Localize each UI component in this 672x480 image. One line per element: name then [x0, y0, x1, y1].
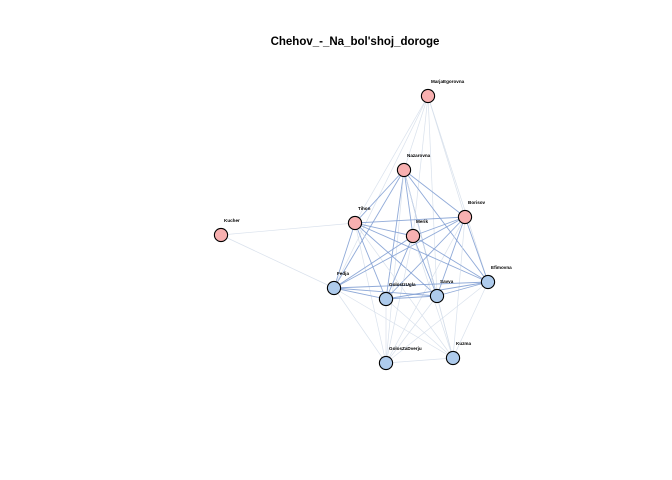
node-label-Borisov: Borisov [468, 200, 486, 205]
edges-layer [220, 95, 489, 364]
edge-Tihon-GolosZaDverju [354, 222, 387, 364]
edge-Fedja-Kuzma [333, 287, 454, 359]
node-Kuzma[interactable] [445, 350, 461, 366]
edge-GolosIzUgla-Kuzma [385, 298, 454, 359]
edge-Tihon-Kuzma [354, 222, 454, 359]
edge-Tihon-Efimovna [354, 222, 489, 283]
edge-MarjaEgorovna-Tihon [354, 95, 429, 224]
edge-Fedja-Efimovna [333, 281, 489, 289]
edge-Borisov-GolosZaDverju [385, 216, 466, 364]
edge-Nazarovna-Borisov [403, 169, 466, 218]
edge-Efimovna-GolosZaDverju [385, 281, 489, 364]
edge-Merik-Efimovna [412, 235, 489, 283]
node-Nazarovna[interactable] [396, 162, 412, 178]
edge-Borisov-Merik [412, 216, 466, 237]
node-label-Savva: Savva [440, 279, 454, 284]
node-label-MarjaEgorovna: MarjaEgorovna [431, 79, 465, 84]
node-GolosZaDverju[interactable] [378, 355, 394, 371]
edge-Borisov-Efimovna [464, 216, 489, 283]
edge-Borisov-Savva [436, 216, 466, 297]
node-GolosIzUgla[interactable] [378, 291, 394, 307]
edge-Tihon-Fedja [333, 222, 356, 289]
edge-Savva-Efimovna [436, 281, 489, 297]
node-label-Fedja: Fedja [337, 271, 349, 276]
edge-MarjaEgorovna-Savva [427, 95, 438, 297]
node-label-Tihon: Tihon [358, 206, 371, 211]
node-label-Kuzma: Kuzma [456, 341, 472, 346]
node-label-Merik: Merik [416, 219, 428, 224]
edge-Merik-GolosIzUgla [385, 235, 414, 300]
node-Kucher[interactable] [213, 227, 229, 243]
edge-Nazarovna-Tihon [354, 169, 405, 224]
edge-Nazarovna-GolosIzUgla [385, 169, 405, 300]
node-MarjaEgorovna[interactable] [420, 88, 436, 104]
edge-Tihon-Borisov [354, 216, 466, 224]
graph-title: Chehov_-_Na_bol'shoj_doroge [271, 36, 440, 48]
edge-Merik-Savva [412, 235, 438, 297]
node-Efimovna[interactable] [480, 274, 496, 290]
edge-Savva-Kuzma [436, 295, 454, 359]
labels-layer: MarjaEgorovna Nazarovna Borisov Tihon Merik K… [224, 79, 512, 351]
edge-MarjaEgorovna-Merik [412, 95, 429, 237]
edge-Savva-GolosZaDverju [385, 295, 438, 364]
node-label-Efimovna: Efimovna [491, 265, 512, 270]
node-Savva[interactable] [429, 288, 445, 304]
node-Borisov[interactable] [457, 209, 473, 225]
node-label-Nazarovna: Nazarovna [407, 153, 431, 158]
node-label-Kucher: Kucher [224, 218, 240, 223]
node-label-GolosIzUgla: GolosIzUgla [389, 282, 416, 287]
edge-Merik-GolosZaDverju [385, 235, 414, 364]
edge-Kucher-Fedja [220, 234, 335, 289]
edge-Nazarovna-GolosZaDverju [385, 169, 405, 364]
edge-Merik-Fedja [333, 235, 414, 289]
edge-GolosIzUgla-Savva [385, 295, 438, 300]
nodes-layer [213, 88, 496, 371]
node-Tihon[interactable] [347, 215, 363, 231]
edge-Borisov-Fedja [333, 216, 466, 289]
node-Merik[interactable] [405, 228, 421, 244]
edge-Borisov-Kuzma [452, 216, 466, 359]
edge-Fedja-GolosIzUgla [333, 287, 387, 300]
edge-Kucher-Tihon [220, 222, 356, 236]
edge-Efimovna-Kuzma [452, 281, 489, 359]
edge-Nazarovna-Merik [403, 169, 414, 237]
node-label-GolosZaDverju: GolosZaDverju [389, 346, 422, 351]
edge-Nazarovna-Efimovna [403, 169, 489, 283]
edge-Tihon-Merik [354, 222, 414, 237]
node-Fedja[interactable] [326, 280, 342, 296]
edge-Fedja-GolosZaDverju [333, 287, 387, 364]
edge-MarjaEgorovna-Fedja [333, 95, 429, 289]
edge-Tihon-Savva [354, 222, 438, 297]
edge-MarjaEgorovna-Nazarovna [403, 95, 429, 171]
edge-GolosZaDverju-Kuzma [385, 357, 454, 364]
edge-MarjaEgorovna-Efimovna [427, 95, 489, 283]
